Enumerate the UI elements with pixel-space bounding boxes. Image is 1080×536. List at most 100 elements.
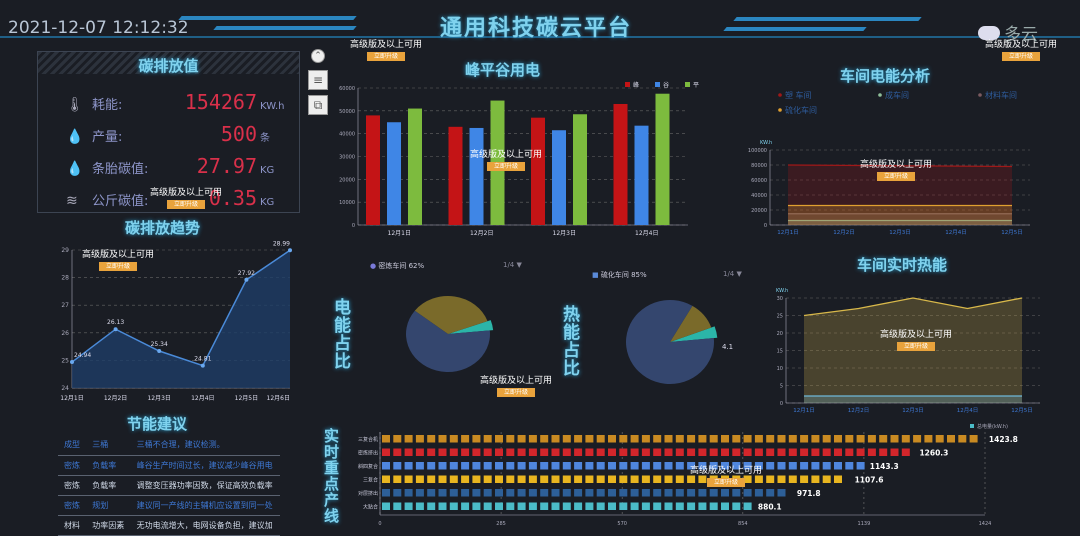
bar — [531, 117, 545, 225]
bar-segment — [698, 448, 707, 456]
legend-swatch — [625, 82, 630, 87]
upgrade-watermark[interactable]: 高级版及以上可用 立即升级 — [470, 150, 542, 171]
watermark-text: 高级版及以上可用 — [82, 250, 155, 260]
upgrade-button[interactable]: 立即升级 — [99, 262, 137, 271]
bar-segment — [754, 462, 763, 470]
bar-segment — [743, 462, 752, 470]
next-page-icon[interactable]: ▼ — [516, 261, 522, 269]
metric-unit: 条 — [260, 133, 270, 144]
bar-segment — [427, 435, 436, 443]
heat-legend[interactable]: ■ 硫化车间 85% — [592, 270, 647, 280]
collapse-button[interactable]: ⌃ — [311, 49, 325, 63]
bar-segment — [382, 448, 390, 456]
legend-label: 塑 车间 — [785, 90, 812, 100]
bar-segment — [777, 489, 786, 497]
layers-icon[interactable]: ≡ — [308, 70, 328, 90]
screenshot-icon[interactable]: ⧉ — [308, 95, 328, 115]
upgrade-watermark[interactable]: 高级版及以上可用 立即升级 — [880, 330, 952, 351]
bar-segment — [619, 448, 628, 456]
waves-icon: ≋ — [66, 193, 78, 209]
upgrade-button[interactable]: 立即升级 — [897, 342, 935, 351]
elec-pager[interactable]: 1/4 ▼ — [503, 261, 522, 269]
pie-slice — [414, 296, 488, 334]
bar-segment — [777, 448, 786, 456]
advice-row[interactable]: 密炼 规划 建议同一产线的主辅机应设置到同一处 — [58, 495, 280, 516]
bar-segment — [641, 489, 650, 497]
upgrade-button[interactable]: 立即升级 — [877, 172, 915, 181]
bar-segment — [822, 448, 831, 456]
y-tick-label: 15 — [777, 349, 783, 355]
bar-segment — [822, 435, 831, 443]
data-label: 1260.3 — [919, 449, 948, 458]
advice-cell: 负载率 — [86, 455, 131, 476]
bar-segment — [664, 448, 673, 456]
bar-segment — [732, 502, 741, 510]
upgrade-watermark[interactable]: 高级版及以上可用 立即升级 — [690, 466, 762, 487]
bar-segment — [574, 448, 583, 456]
advice-row[interactable]: 材料 功率因素 无功电流增大，电网设备负担，建议加 — [58, 515, 280, 536]
x-tick-label: 12月3日 — [902, 407, 924, 414]
bar-segment — [415, 475, 424, 483]
elec-legend[interactable]: ● 密炼车间 62% — [370, 261, 424, 271]
upgrade-button[interactable]: 立即升级 — [707, 478, 745, 487]
upgrade-watermark[interactable]: 高级版及以上可用 立即升级 — [985, 40, 1057, 61]
bar-segment — [382, 435, 390, 443]
bar-segment — [393, 435, 402, 443]
metric-unit: KG — [260, 165, 275, 176]
legend-text: 硫化车间 85% — [600, 271, 647, 279]
advice-row[interactable]: 密炼 负载率 调整变压器功率因数，保证高效负载率 — [58, 475, 280, 496]
upgrade-button[interactable]: 立即升级 — [1002, 52, 1040, 61]
heat-pager[interactable]: 1/4 ▼ — [723, 270, 742, 278]
bar-segment — [596, 462, 605, 470]
advice-cell: 密炼 — [58, 475, 87, 496]
bar-segment — [495, 475, 503, 483]
bar-segment — [483, 462, 492, 470]
bar-segment — [438, 462, 447, 470]
legend-dot — [778, 93, 782, 97]
upgrade-button[interactable]: 立即升级 — [497, 388, 535, 397]
bar-segment — [540, 489, 549, 497]
carbon-row: 💧 产量: 500 条 — [66, 122, 286, 146]
heat-slice-label: 4.1 — [722, 343, 734, 351]
bar-segment — [608, 502, 616, 510]
advice-row[interactable]: 成型 三桶 三桶不合理，建议检测。 — [58, 435, 280, 456]
y-tick-label: 20000 — [339, 177, 355, 183]
upgrade-button[interactable]: 立即升级 — [367, 52, 405, 61]
metric-value: 0.35 — [208, 186, 257, 210]
bar-segment — [551, 489, 560, 497]
bar-segment — [834, 462, 842, 470]
upgrade-watermark[interactable]: 高级版及以上可用 立即升级 — [480, 376, 552, 397]
bar-segment — [641, 448, 650, 456]
watermark-text: 高级版及以上可用 — [470, 150, 543, 160]
upgrade-watermark[interactable]: 高级版及以上可用 立即升级 — [860, 160, 932, 181]
advice-cell: 建议同一产线的主辅机应设置到同一处 — [130, 495, 280, 516]
bar-segment — [438, 448, 447, 456]
y-tick-label: 25 — [777, 314, 783, 320]
bar-segment — [574, 489, 583, 497]
bar-segment — [958, 435, 967, 443]
upgrade-button[interactable]: 立即升级 — [167, 200, 205, 209]
bar-segment — [630, 462, 639, 470]
upgrade-button[interactable]: 立即升级 — [487, 162, 525, 171]
x-tick-label: 12月2日 — [848, 407, 870, 414]
upgrade-watermark[interactable]: 高级版及以上可用 立即升级 — [350, 40, 422, 61]
bar-segment — [630, 475, 639, 483]
bar — [387, 122, 401, 225]
bar-segment — [438, 489, 447, 497]
next-page-icon[interactable]: ▼ — [736, 270, 742, 278]
x-tick-label: 1424 — [979, 521, 992, 527]
bar-segment — [641, 435, 650, 443]
bar-segment — [879, 448, 888, 456]
advice-cell: 负载率 — [86, 475, 131, 496]
bar-segment — [449, 448, 458, 456]
bar-segment — [856, 462, 865, 470]
upgrade-watermark[interactable]: 高级版及以上可用 立即升级 — [150, 188, 222, 209]
bar-segment — [913, 435, 922, 443]
advice-row[interactable]: 密炼 负载率 峰谷生产时间过长，建议减少峰谷用电 — [58, 455, 280, 476]
bar-segment — [427, 489, 436, 497]
bar-segment — [472, 489, 481, 497]
bar — [613, 103, 628, 225]
y-tick-label: 25 — [61, 357, 69, 364]
legend-label: 总电量(kW.h) — [977, 423, 1008, 430]
upgrade-watermark[interactable]: 高级版及以上可用 立即升级 — [82, 250, 154, 271]
